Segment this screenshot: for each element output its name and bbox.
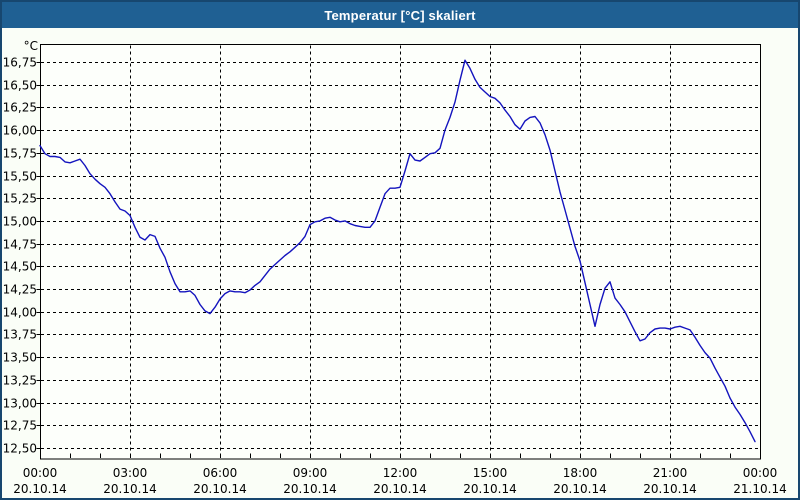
x-tick-time-label: 12:00 xyxy=(383,466,418,480)
x-tick-date-label: 20.10.14 xyxy=(13,482,66,496)
y-tick-label: 13,25 xyxy=(3,374,37,388)
grid-lines xyxy=(41,45,758,458)
x-tick-time-label: 18:00 xyxy=(563,466,598,480)
y-tick-label: 15,25 xyxy=(3,192,37,206)
x-tick-date-label: 20.10.14 xyxy=(193,482,246,496)
y-tick-label: 16,25 xyxy=(3,101,37,115)
y-tick-label: 16,75 xyxy=(3,56,37,70)
x-tick-time-label: 03:00 xyxy=(113,466,148,480)
y-tick-label: 15,75 xyxy=(3,147,37,161)
y-tick-label: 15,00 xyxy=(3,215,37,229)
x-tick-time-label: 00:00 xyxy=(743,466,778,480)
x-tick-date-label: 20.10.14 xyxy=(103,482,156,496)
temperature-line xyxy=(39,59,756,443)
x-tick-date-label: 21.10.14 xyxy=(733,482,786,496)
chart-svg: 16,75 16,50 16,25 16,00 15,75 15,50 15,25 15,00… xyxy=(3,39,787,496)
y-tick-label: 14,00 xyxy=(3,306,37,320)
chart-body: 16,75 16,50 16,25 16,00 15,75 15,50 15,25 15,00… xyxy=(2,28,798,498)
y-tick-label: 13,50 xyxy=(3,351,37,365)
x-tick-date-label: 20.10.14 xyxy=(643,482,696,496)
x-tick-time-label: 00:00 xyxy=(23,466,58,480)
x-tick-time-label: 06:00 xyxy=(203,466,238,480)
x-tick-date-label: 20.10.14 xyxy=(553,482,606,496)
y-tick-label: 14,25 xyxy=(3,283,37,297)
y-tick-label: 14,75 xyxy=(3,238,37,252)
x-tick-date-label: 20.10.14 xyxy=(373,482,426,496)
y-tick-label: 13,75 xyxy=(3,328,37,342)
chart-title: Temperatur [°C] skaliert xyxy=(324,7,476,23)
axis-ticks xyxy=(36,62,731,458)
y-tick-label: 12,50 xyxy=(3,442,37,456)
x-tick-date-label: 20.10.14 xyxy=(463,482,516,496)
y-tick-label: 15,50 xyxy=(3,170,37,184)
y-tick-label: 16,00 xyxy=(3,124,37,138)
y-axis-unit-label: °C xyxy=(24,39,38,53)
axis-labels: 16,75 16,50 16,25 16,00 15,75 15,50 15,25 15,00… xyxy=(3,39,787,496)
x-tick-time-label: 09:00 xyxy=(293,466,328,480)
y-tick-label: 13,00 xyxy=(3,397,37,411)
y-tick-label: 16,50 xyxy=(3,79,37,93)
x-tick-time-label: 21:00 xyxy=(653,466,688,480)
title-bar: Temperatur [°C] skaliert xyxy=(2,2,798,28)
x-tick-date-label: 20.10.14 xyxy=(283,482,336,496)
y-tick-label: 14,50 xyxy=(3,260,37,274)
y-tick-label: 12,75 xyxy=(3,419,37,433)
x-tick-time-label: 15:00 xyxy=(473,466,508,480)
